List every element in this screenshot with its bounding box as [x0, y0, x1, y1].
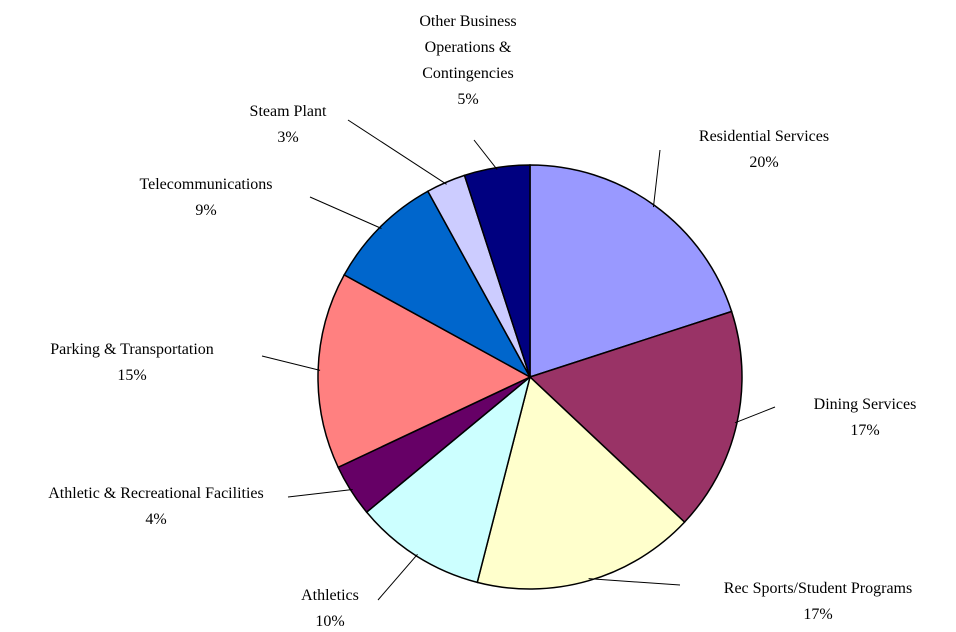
leader-line — [377, 553, 418, 601]
slice-label: Telecommunications 9% — [96, 172, 316, 224]
value-label: 15% — [117, 367, 147, 384]
value-label: 9% — [195, 202, 217, 219]
leader-line — [473, 139, 498, 170]
leader-line — [287, 489, 353, 498]
slice-label: Rec Sports/Student Programs 17% — [688, 576, 948, 628]
slice-label: Parking & Transportation 15% — [2, 337, 262, 389]
slice-label: Athletic & Recreational Facilities 4% — [36, 481, 276, 533]
slice-label: Dining Services 17% — [765, 392, 956, 444]
leader-line — [588, 578, 681, 586]
category-name: Telecommunications — [139, 176, 273, 193]
leader-line — [734, 406, 776, 424]
leader-line — [261, 355, 321, 371]
category-name: Athletics — [301, 587, 359, 604]
category-name: Dining Services — [813, 396, 917, 413]
value-label: 20% — [749, 154, 779, 171]
leader-line — [347, 119, 447, 185]
slice-label: Steam Plant 3% — [218, 99, 358, 151]
pie-slice — [529, 164, 733, 379]
category-name: Rec Sports/Student Programs — [723, 580, 913, 597]
category-name: Residential Services — [698, 128, 830, 145]
category-name: Steam Plant — [249, 103, 327, 120]
pie-slice — [463, 164, 531, 378]
value-label: 3% — [277, 129, 299, 146]
category-name: Other Business Operations & Contingencie… — [419, 13, 517, 82]
leader-line — [652, 149, 661, 208]
value-label: 4% — [145, 511, 167, 528]
category-name: Parking & Transportation — [50, 341, 214, 358]
value-label: 10% — [315, 613, 345, 630]
value-label: 5% — [457, 91, 479, 108]
leader-line — [309, 196, 382, 229]
slice-label: Athletics 10% — [270, 583, 390, 632]
pie-slice — [343, 190, 532, 379]
value-label: 17% — [850, 422, 880, 439]
pie-slice — [476, 375, 686, 590]
pie-slice — [528, 310, 743, 524]
category-name: Athletic & Recreational Facilities — [48, 485, 264, 502]
value-label: 17% — [803, 606, 833, 623]
slice-label: Other Business Operations & Contingencie… — [408, 9, 528, 113]
slice-label: Residential Services 20% — [654, 124, 874, 176]
